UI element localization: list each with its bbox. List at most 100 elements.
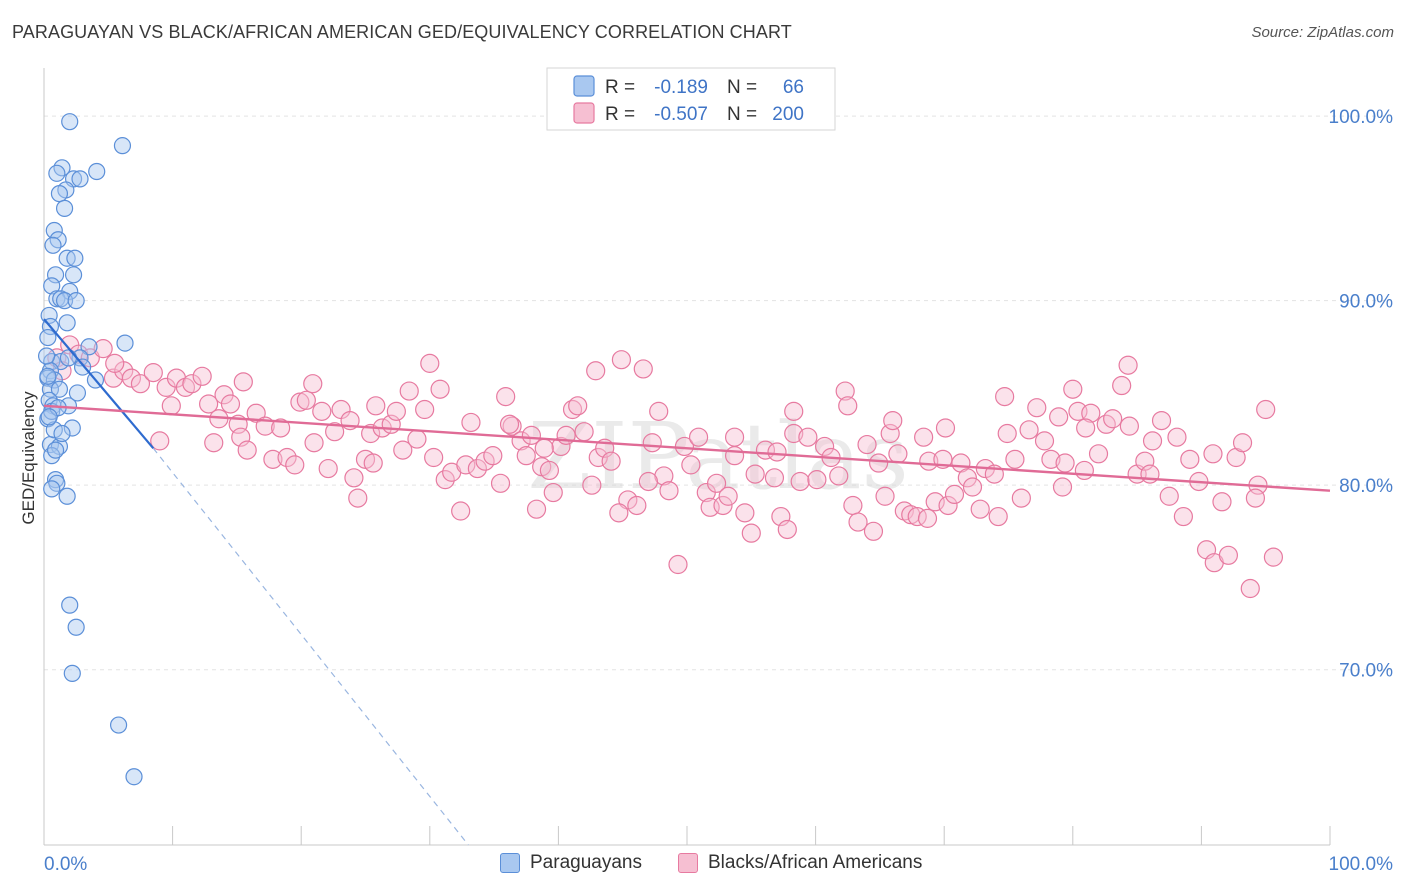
paraguayan-point-1 (113, 137, 132, 155)
black-point-160 (1167, 427, 1187, 447)
paraguayan-point-16 (64, 266, 83, 284)
black-point-39 (344, 468, 364, 488)
paraguayans-trendline-extension (152, 447, 469, 846)
black-point-177 (767, 442, 787, 462)
black-point-95 (713, 495, 733, 516)
paraguayan-point-9 (55, 199, 74, 217)
black-point-30 (285, 455, 305, 475)
black-point-73 (562, 399, 583, 420)
paraguayan-point-56 (39, 367, 57, 385)
black-point-191 (917, 508, 938, 528)
black-point-124 (914, 427, 934, 447)
black-point-141 (1027, 398, 1047, 418)
paraguayan-point-6 (88, 162, 106, 181)
black-point-17 (199, 394, 219, 414)
black-point-159 (1159, 486, 1179, 506)
black-point-106 (790, 471, 810, 492)
black-point-107 (798, 427, 818, 447)
black-point-143 (1041, 449, 1061, 469)
black-point-87 (659, 481, 679, 501)
y-tick-label-2: 80.0% (1339, 476, 1393, 497)
black-point-114 (848, 512, 868, 532)
paraguayan-point-12 (44, 236, 62, 254)
black-point-117 (869, 453, 889, 473)
black-point-11 (150, 431, 170, 451)
black-point-40 (348, 488, 368, 508)
black-point-79 (601, 451, 621, 471)
black-point-94 (706, 473, 727, 493)
paraguayan-point-22 (67, 292, 85, 310)
black-point-173 (1263, 547, 1284, 567)
legend-r-label-1: R = (605, 77, 635, 98)
y-tick-label-1: 90.0% (1339, 292, 1393, 313)
black-point-175 (609, 503, 629, 523)
black-point-14 (175, 377, 196, 397)
paraguayan-point-26 (39, 328, 57, 347)
black-point-48 (399, 381, 419, 401)
black-point-197 (161, 396, 181, 416)
black-point-116 (863, 521, 884, 541)
black-point-146 (1063, 379, 1083, 399)
black-point-29 (277, 447, 297, 468)
legend-swatch-blacks (573, 102, 595, 124)
black-point-189 (638, 471, 659, 492)
legend-r-value-1: -0.189 (654, 77, 708, 98)
paraguayan-point-28 (116, 334, 134, 352)
paraguayan-point-15 (46, 266, 65, 284)
black-point-43 (366, 396, 386, 416)
black-point-21 (220, 394, 241, 414)
black-point-179 (883, 410, 903, 431)
black-point-100 (745, 464, 765, 484)
black-point-136 (988, 506, 1008, 527)
watermark: ZIPatlas (527, 403, 908, 510)
paraguayan-point-64 (59, 349, 78, 367)
paraguayan-point-48 (43, 480, 61, 498)
paraguayan-point-52 (63, 664, 81, 682)
blacks-label: Blacks/African Americans (708, 852, 923, 873)
black-point-91 (688, 427, 709, 447)
black-point-133 (970, 499, 990, 519)
black-point-166 (1212, 492, 1232, 512)
black-point-190 (784, 401, 804, 421)
legend-n-label-1: N = (727, 77, 757, 98)
black-point-65 (516, 446, 536, 466)
paraguayan-point-62 (68, 384, 87, 402)
black-point-53 (435, 470, 455, 490)
black-point-112 (835, 381, 855, 401)
black-point-187 (363, 453, 383, 473)
black-point-51 (424, 447, 444, 468)
black-point-102 (764, 468, 785, 488)
black-point-47 (393, 440, 413, 460)
black-point-186 (233, 372, 253, 392)
paraguayans-label: Paraguayans (530, 852, 642, 873)
black-point-60 (483, 446, 503, 466)
labels-layer: 100.0% 90.0% 80.0% 70.0% 0.0% 100.0% (44, 107, 1393, 875)
black-point-61 (490, 473, 511, 493)
black-point-71 (551, 436, 571, 457)
bottom-legend-blacks: Blacks/African Americans (678, 852, 922, 874)
black-point-16 (192, 366, 212, 386)
black-point-62 (496, 387, 516, 407)
trend-layer (43, 318, 1331, 846)
black-point-5 (93, 339, 113, 359)
black-point-113 (843, 495, 863, 516)
paraguayan-point-25 (58, 314, 76, 332)
paraguayan-point-27 (80, 338, 98, 356)
black-point-109 (815, 436, 835, 457)
black-point-192 (1076, 418, 1096, 438)
black-point-158 (1151, 410, 1172, 431)
black-point-88 (668, 554, 688, 575)
paraguayans-swatch (500, 853, 520, 873)
paraguayan-point-50 (61, 596, 79, 614)
black-point-15 (182, 374, 202, 394)
black-point-66 (521, 425, 541, 445)
black-point-105 (784, 423, 804, 444)
paraguayan-point-37 (50, 380, 69, 398)
black-point-58 (467, 458, 487, 479)
black-point-142 (1034, 431, 1055, 451)
points-layer (37, 113, 1284, 786)
black-point-80 (611, 350, 632, 370)
black-point-83 (633, 359, 653, 379)
black-point-33 (304, 433, 324, 453)
black-point-36 (325, 422, 345, 442)
